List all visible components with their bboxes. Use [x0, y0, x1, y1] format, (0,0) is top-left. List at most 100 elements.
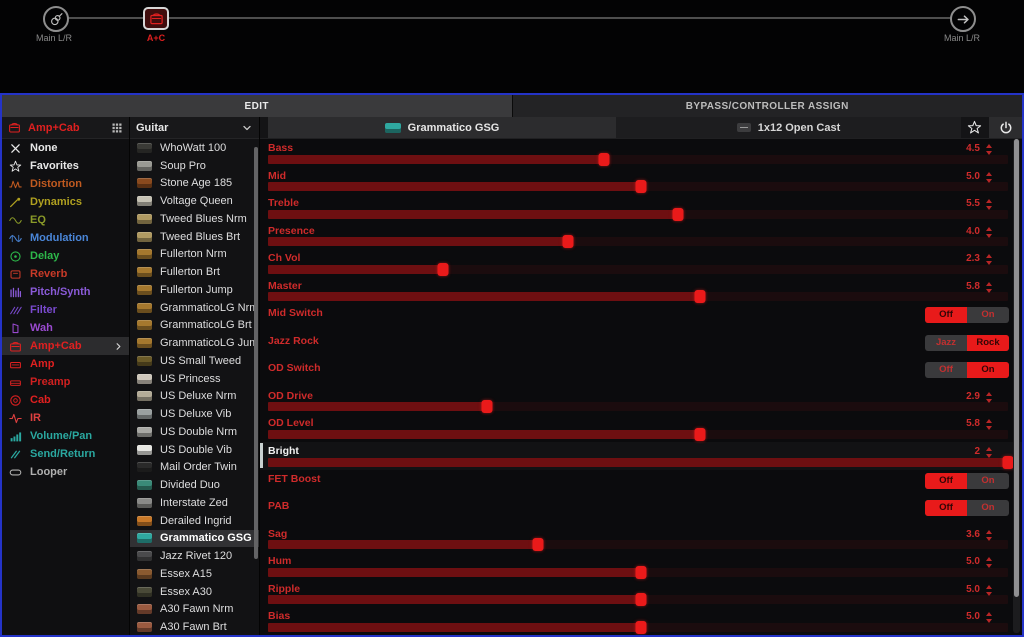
slider-knob[interactable] [635, 565, 647, 579]
param-value[interactable]: 3.6 [966, 528, 980, 540]
cab-model-tab[interactable]: 1x12 Open Cast [616, 117, 961, 138]
grid-view-icon[interactable] [111, 122, 123, 134]
input-block[interactable] [43, 6, 69, 32]
model-item-essex-a30[interactable]: Essex A30 [130, 583, 259, 601]
model-item-us-princess[interactable]: US Princess [130, 370, 259, 388]
toggle-option-on[interactable]: On [981, 309, 995, 321]
param-value[interactable]: 4.0 [966, 225, 980, 237]
model-item-voltage-queen[interactable]: Voltage Queen [130, 192, 259, 210]
sidebar-item-looper[interactable]: Looper [2, 463, 129, 481]
model-item-interstate-zed[interactable]: Interstate Zed [130, 494, 259, 512]
sidebar-item-amp-cab[interactable]: Amp+Cab [2, 337, 129, 355]
slider-knob[interactable] [532, 538, 544, 552]
slider-knob[interactable] [562, 235, 574, 249]
param-value[interactable]: 5.0 [966, 583, 980, 595]
stepper-down-icon[interactable] [986, 178, 992, 183]
stepper-down-icon[interactable] [986, 564, 992, 569]
value-stepper[interactable] [986, 447, 992, 459]
stepper-up-icon[interactable] [986, 447, 992, 452]
slider-knob[interactable] [635, 593, 647, 607]
stepper-up-icon[interactable] [986, 391, 992, 396]
stepper-up-icon[interactable] [986, 171, 992, 176]
param-value[interactable]: 5.8 [966, 418, 980, 430]
slider-knob[interactable] [437, 262, 449, 276]
value-stepper[interactable] [986, 171, 992, 183]
parameter-scrollbar-thumb[interactable] [1014, 139, 1019, 597]
param-slider[interactable] [268, 565, 1008, 579]
slider-knob[interactable] [694, 428, 706, 442]
model-item-us-double-vib[interactable]: US Double Vib [130, 441, 259, 459]
model-item-fullerton-jump[interactable]: Fullerton Jump [130, 281, 259, 299]
value-stepper[interactable] [986, 419, 992, 431]
sidebar-item-wah[interactable]: Wah [2, 319, 129, 337]
param-value[interactable]: 5.5 [966, 198, 980, 210]
model-item-tweed-blues-brt[interactable]: Tweed Blues Brt [130, 228, 259, 246]
param-slider[interactable] [268, 593, 1008, 607]
param-slider[interactable] [268, 400, 1008, 414]
toggle-option-off[interactable]: Off [925, 500, 967, 517]
toggle-option-on[interactable]: On [981, 502, 995, 514]
param-value[interactable]: 5.0 [966, 611, 980, 623]
slider-knob[interactable] [1002, 455, 1014, 469]
param-toggle-jazz-rock[interactable]: Jazz Rock [925, 334, 1009, 351]
param-slider[interactable] [268, 180, 1008, 194]
stepper-down-icon[interactable] [986, 454, 992, 459]
model-item-us-deluxe-nrm[interactable]: US Deluxe Nrm [130, 388, 259, 406]
toggle-option-rock[interactable]: Rock [967, 334, 1009, 351]
power-button[interactable] [988, 117, 1022, 138]
model-item-mail-order-twin[interactable]: Mail Order Twin [130, 459, 259, 477]
sidebar-item-distortion[interactable]: Distortion [2, 175, 129, 193]
slider-knob[interactable] [635, 180, 647, 194]
param-slider[interactable] [268, 428, 1008, 442]
model-item-grammaticolg-brt[interactable]: GrammaticoLG Brt [130, 317, 259, 335]
stepper-up-icon[interactable] [986, 529, 992, 534]
stepper-up-icon[interactable] [986, 226, 992, 231]
param-slider[interactable] [268, 538, 1008, 552]
sidebar-item-pitch-synth[interactable]: Pitch/Synth [2, 283, 129, 301]
output-block[interactable] [950, 6, 976, 32]
category-panel-header[interactable]: Amp+Cab [2, 117, 129, 139]
model-item-whowatt-100[interactable]: WhoWatt 100 [130, 139, 259, 157]
value-stepper[interactable] [986, 391, 992, 403]
param-toggle-pab[interactable]: Off On [925, 500, 1009, 517]
model-item-jazz-rivet-120[interactable]: Jazz Rivet 120 [130, 547, 259, 565]
stepper-up-icon[interactable] [986, 281, 992, 286]
model-item-soup-pro[interactable]: Soup Pro [130, 157, 259, 175]
param-slider[interactable] [268, 620, 1008, 634]
stepper-up-icon[interactable] [986, 254, 992, 259]
param-slider[interactable] [268, 235, 1008, 249]
sidebar-item-filter[interactable]: Filter [2, 301, 129, 319]
slider-knob[interactable] [694, 290, 706, 304]
value-stepper[interactable] [986, 529, 992, 541]
model-item-essex-a15[interactable]: Essex A15 [130, 565, 259, 583]
model-item-derailed-ingrid[interactable]: Derailed Ingrid [130, 512, 259, 530]
param-value[interactable]: 4.5 [966, 143, 980, 154]
model-item-us-double-nrm[interactable]: US Double Nrm [130, 423, 259, 441]
model-item-us-deluxe-vib[interactable]: US Deluxe Vib [130, 405, 259, 423]
stepper-down-icon[interactable] [986, 426, 992, 431]
stepper-up-icon[interactable] [986, 557, 992, 562]
sidebar-item-cab[interactable]: Cab [2, 391, 129, 409]
model-item-a30-fawn-nrm[interactable]: A30 Fawn Nrm [130, 601, 259, 619]
stepper-up-icon[interactable] [986, 199, 992, 204]
model-item-divided-duo[interactable]: Divided Duo [130, 476, 259, 494]
amp-model-tab[interactable]: Grammatico GSG [268, 117, 616, 138]
slider-knob[interactable] [481, 400, 493, 414]
stepper-down-icon[interactable] [986, 398, 992, 403]
sidebar-item-none[interactable]: None [2, 139, 129, 157]
value-stepper[interactable] [986, 281, 992, 293]
stepper-down-icon[interactable] [986, 261, 992, 266]
sidebar-item-dynamics[interactable]: Dynamics [2, 193, 129, 211]
sidebar-item-ir[interactable]: IR [2, 409, 129, 427]
value-stepper[interactable] [986, 612, 992, 624]
stepper-up-icon[interactable] [986, 144, 992, 148]
model-item-tweed-blues-nrm[interactable]: Tweed Blues Nrm [130, 210, 259, 228]
sidebar-item-amp[interactable]: Amp [2, 355, 129, 373]
param-slider[interactable] [268, 262, 1008, 276]
stepper-down-icon[interactable] [986, 151, 992, 155]
amp-cab-block[interactable] [143, 7, 169, 30]
value-stepper[interactable] [986, 199, 992, 211]
stepper-up-icon[interactable] [986, 419, 992, 424]
stepper-down-icon[interactable] [986, 591, 992, 596]
stepper-down-icon[interactable] [986, 288, 992, 293]
